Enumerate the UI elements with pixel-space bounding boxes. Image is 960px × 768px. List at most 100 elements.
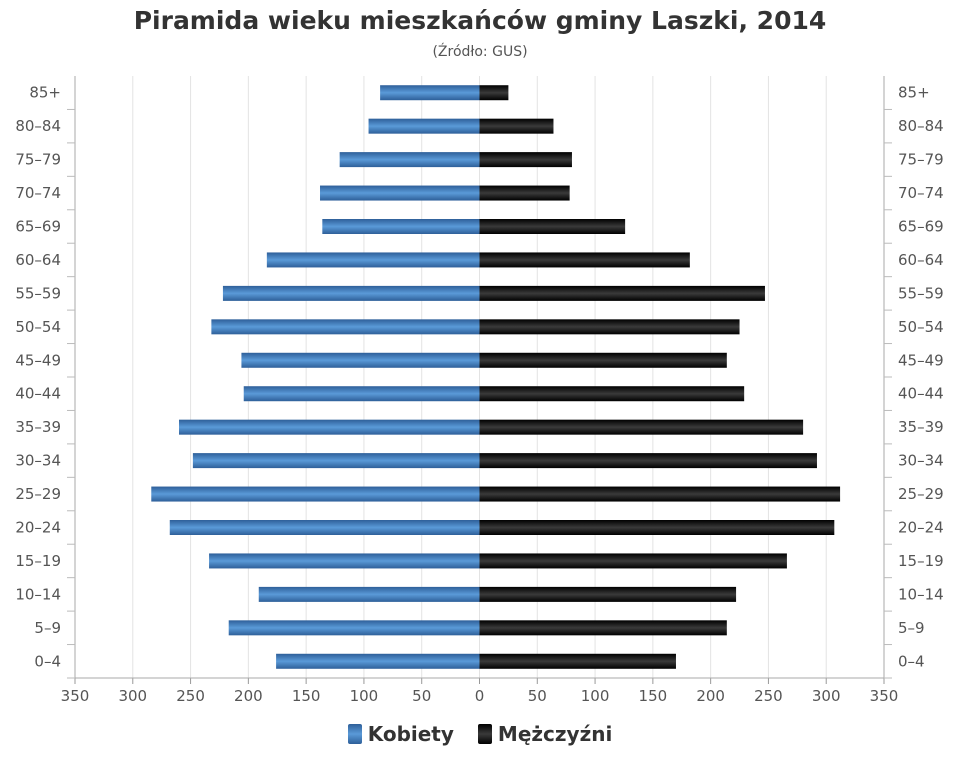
bar-mezczyzni [479,586,737,602]
bar-mezczyzni [479,653,676,669]
bar-mezczyzni [479,319,740,335]
x-tick-label: 0 [475,687,485,705]
x-tick-label: 350 [61,687,90,705]
bar-mezczyzni [479,352,727,368]
x-tick-label: 250 [176,687,205,705]
bar-kobiety [368,118,480,134]
bar-kobiety [266,252,480,268]
bar-kobiety [151,486,480,502]
y-tick-label-right: 40–44 [898,385,944,403]
bar-mezczyzni [479,118,554,134]
bar-kobiety [211,319,480,335]
chart-subtitle: (Źródło: GUS) [432,44,528,60]
y-tick-label-left: 85+ [29,84,61,102]
bar-mezczyzni [479,453,817,469]
x-tick-label: 50 [412,687,431,705]
x-tick-label: 300 [812,687,841,705]
bar-mezczyzni [479,185,570,201]
bar-kobiety [192,453,480,469]
x-tick-label: 100 [581,687,610,705]
y-tick-label-left: 70–74 [15,184,61,202]
legend-swatch-kobiety [347,724,362,744]
bar-mezczyzni [479,520,835,535]
x-tick-label: 150 [639,687,668,705]
y-tick-label-right: 10–14 [898,585,944,603]
y-tick-label-right: 20–24 [898,519,944,537]
y-tick-label-left: 20–24 [15,519,61,537]
y-tick-label-right: 5–9 [898,619,925,637]
x-tick-label: 200 [696,687,725,705]
y-tick-label-right: 0–4 [898,652,925,670]
y-tick-label-left: 50–54 [15,318,61,336]
legend-swatch-mezczyzni [477,724,492,744]
y-tick-label-right: 50–54 [898,318,944,336]
y-tick-label-left: 45–49 [15,351,61,369]
bar-mezczyzni [479,620,727,636]
y-tick-label-right: 55–59 [898,284,944,302]
bar-kobiety [322,219,480,234]
y-tick-label-right: 35–39 [898,418,944,436]
bar-kobiety [339,152,480,168]
y-tick-label-right: 60–64 [898,251,944,269]
bar-kobiety [169,520,480,535]
bar-kobiety [179,419,480,435]
y-tick-label-left: 15–19 [15,552,61,570]
y-tick-label-left: 0–4 [34,652,61,670]
y-tick-label-left: 60–64 [15,251,61,269]
axes: 350 300 250 200 150 100 50 0 50 100 150 200 250 300 35… [15,76,944,705]
y-tick-label-left: 5–9 [34,619,61,637]
y-tick-label-right: 45–49 [898,351,944,369]
y-tick-label-right: 80–84 [898,117,944,135]
legend-item-kobiety[interactable]: Kobiety [347,722,454,746]
bar-mezczyzni [479,285,765,301]
y-tick-label-left: 40–44 [15,385,61,403]
y-tick-label-left: 75–79 [15,151,61,169]
y-tick-label-left: 10–14 [15,585,61,603]
y-tick-label-left: 55–59 [15,284,61,302]
chart-title: Piramida wieku mieszkańców gminy Laszki,… [133,6,827,35]
bar-mezczyzni [479,419,804,435]
bar-mezczyzni [479,219,626,234]
y-tick-label-right: 25–29 [898,485,944,503]
x-tick-label: 200 [234,687,263,705]
x-tick-label: 350 [870,687,899,705]
legend-label-kobiety: Kobiety [367,722,454,746]
bar-kobiety [258,586,480,602]
y-tick-label-left: 65–69 [15,218,61,236]
x-tick-label: 300 [118,687,147,705]
bar-mezczyzni [479,386,745,402]
bars [151,85,841,669]
bar-mezczyzni [479,85,509,101]
legend: Kobiety Mężczyźni [0,722,960,746]
x-tick-label: 100 [350,687,379,705]
y-tick-label-right: 30–34 [898,452,944,470]
bar-mezczyzni [479,252,690,268]
x-tick-label: 150 [292,687,321,705]
x-tick-label: 250 [754,687,783,705]
y-tick-label-right: 15–19 [898,552,944,570]
y-tick-label-right: 85+ [898,84,930,102]
bar-mezczyzni [479,553,787,569]
legend-item-mezczyzni[interactable]: Mężczyźni [477,722,613,746]
bar-kobiety [320,185,480,201]
grid-lines [132,76,827,678]
bar-kobiety [222,285,480,301]
bar-kobiety [380,85,480,101]
y-tick-label-left: 80–84 [15,117,61,135]
bar-kobiety [243,386,480,402]
bar-kobiety [241,352,480,368]
y-tick-label-right: 75–79 [898,151,944,169]
y-tick-label-left: 30–34 [15,452,61,470]
y-tick-label-right: 70–74 [898,184,944,202]
y-tick-label-right: 65–69 [898,218,944,236]
bar-mezczyzni [479,486,841,502]
bar-mezczyzni [479,152,572,168]
bar-kobiety [209,553,480,569]
y-tick-label-left: 35–39 [15,418,61,436]
x-tick-label: 50 [528,687,547,705]
y-tick-label-left: 25–29 [15,485,61,503]
legend-label-mezczyzni: Mężczyźni [497,722,613,746]
bar-kobiety [228,620,480,636]
bar-kobiety [276,653,480,669]
